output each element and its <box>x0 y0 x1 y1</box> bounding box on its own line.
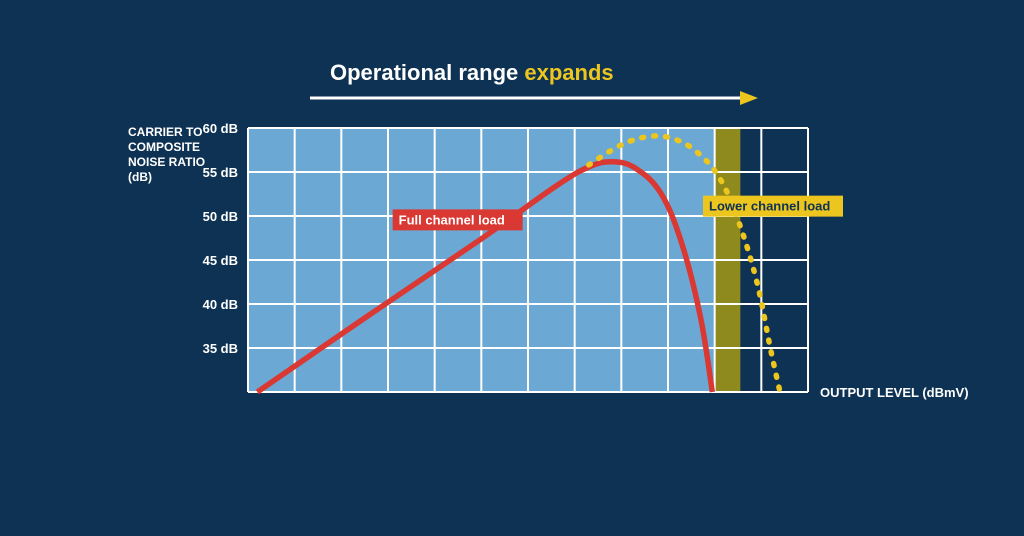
full-load-callout-label: Full channel load <box>399 212 505 227</box>
y-axis-label-line: (dB) <box>128 170 152 184</box>
lower-load-callout: Lower channel load <box>703 196 843 217</box>
ytick-label: 40 dB <box>203 297 238 312</box>
ytick-label: 55 dB <box>203 165 238 180</box>
lower-load-callout-label: Lower channel load <box>709 199 830 214</box>
chart-title-part-b: expands <box>524 60 613 85</box>
y-axis-label-line: CARRIER TO <box>128 125 202 139</box>
operational-range-chart: Full channel load Lower channel load 60 dB… <box>0 0 1024 536</box>
full-load-callout: Full channel load <box>393 209 523 230</box>
title-arrow-head <box>740 91 758 105</box>
ytick-label: 35 dB <box>203 341 238 356</box>
chart-title: Operational range expands <box>330 60 614 85</box>
chart-title-part-a: Operational range <box>330 60 524 85</box>
ytick-label: 50 dB <box>203 209 238 224</box>
y-axis-label-line: COMPOSITE <box>128 140 200 154</box>
x-axis-label: OUTPUT LEVEL (dBmV) <box>820 385 969 400</box>
ytick-label: 60 dB <box>203 121 238 136</box>
ytick-label: 45 dB <box>203 253 238 268</box>
y-axis-label-line: NOISE RATIO <box>128 155 205 169</box>
